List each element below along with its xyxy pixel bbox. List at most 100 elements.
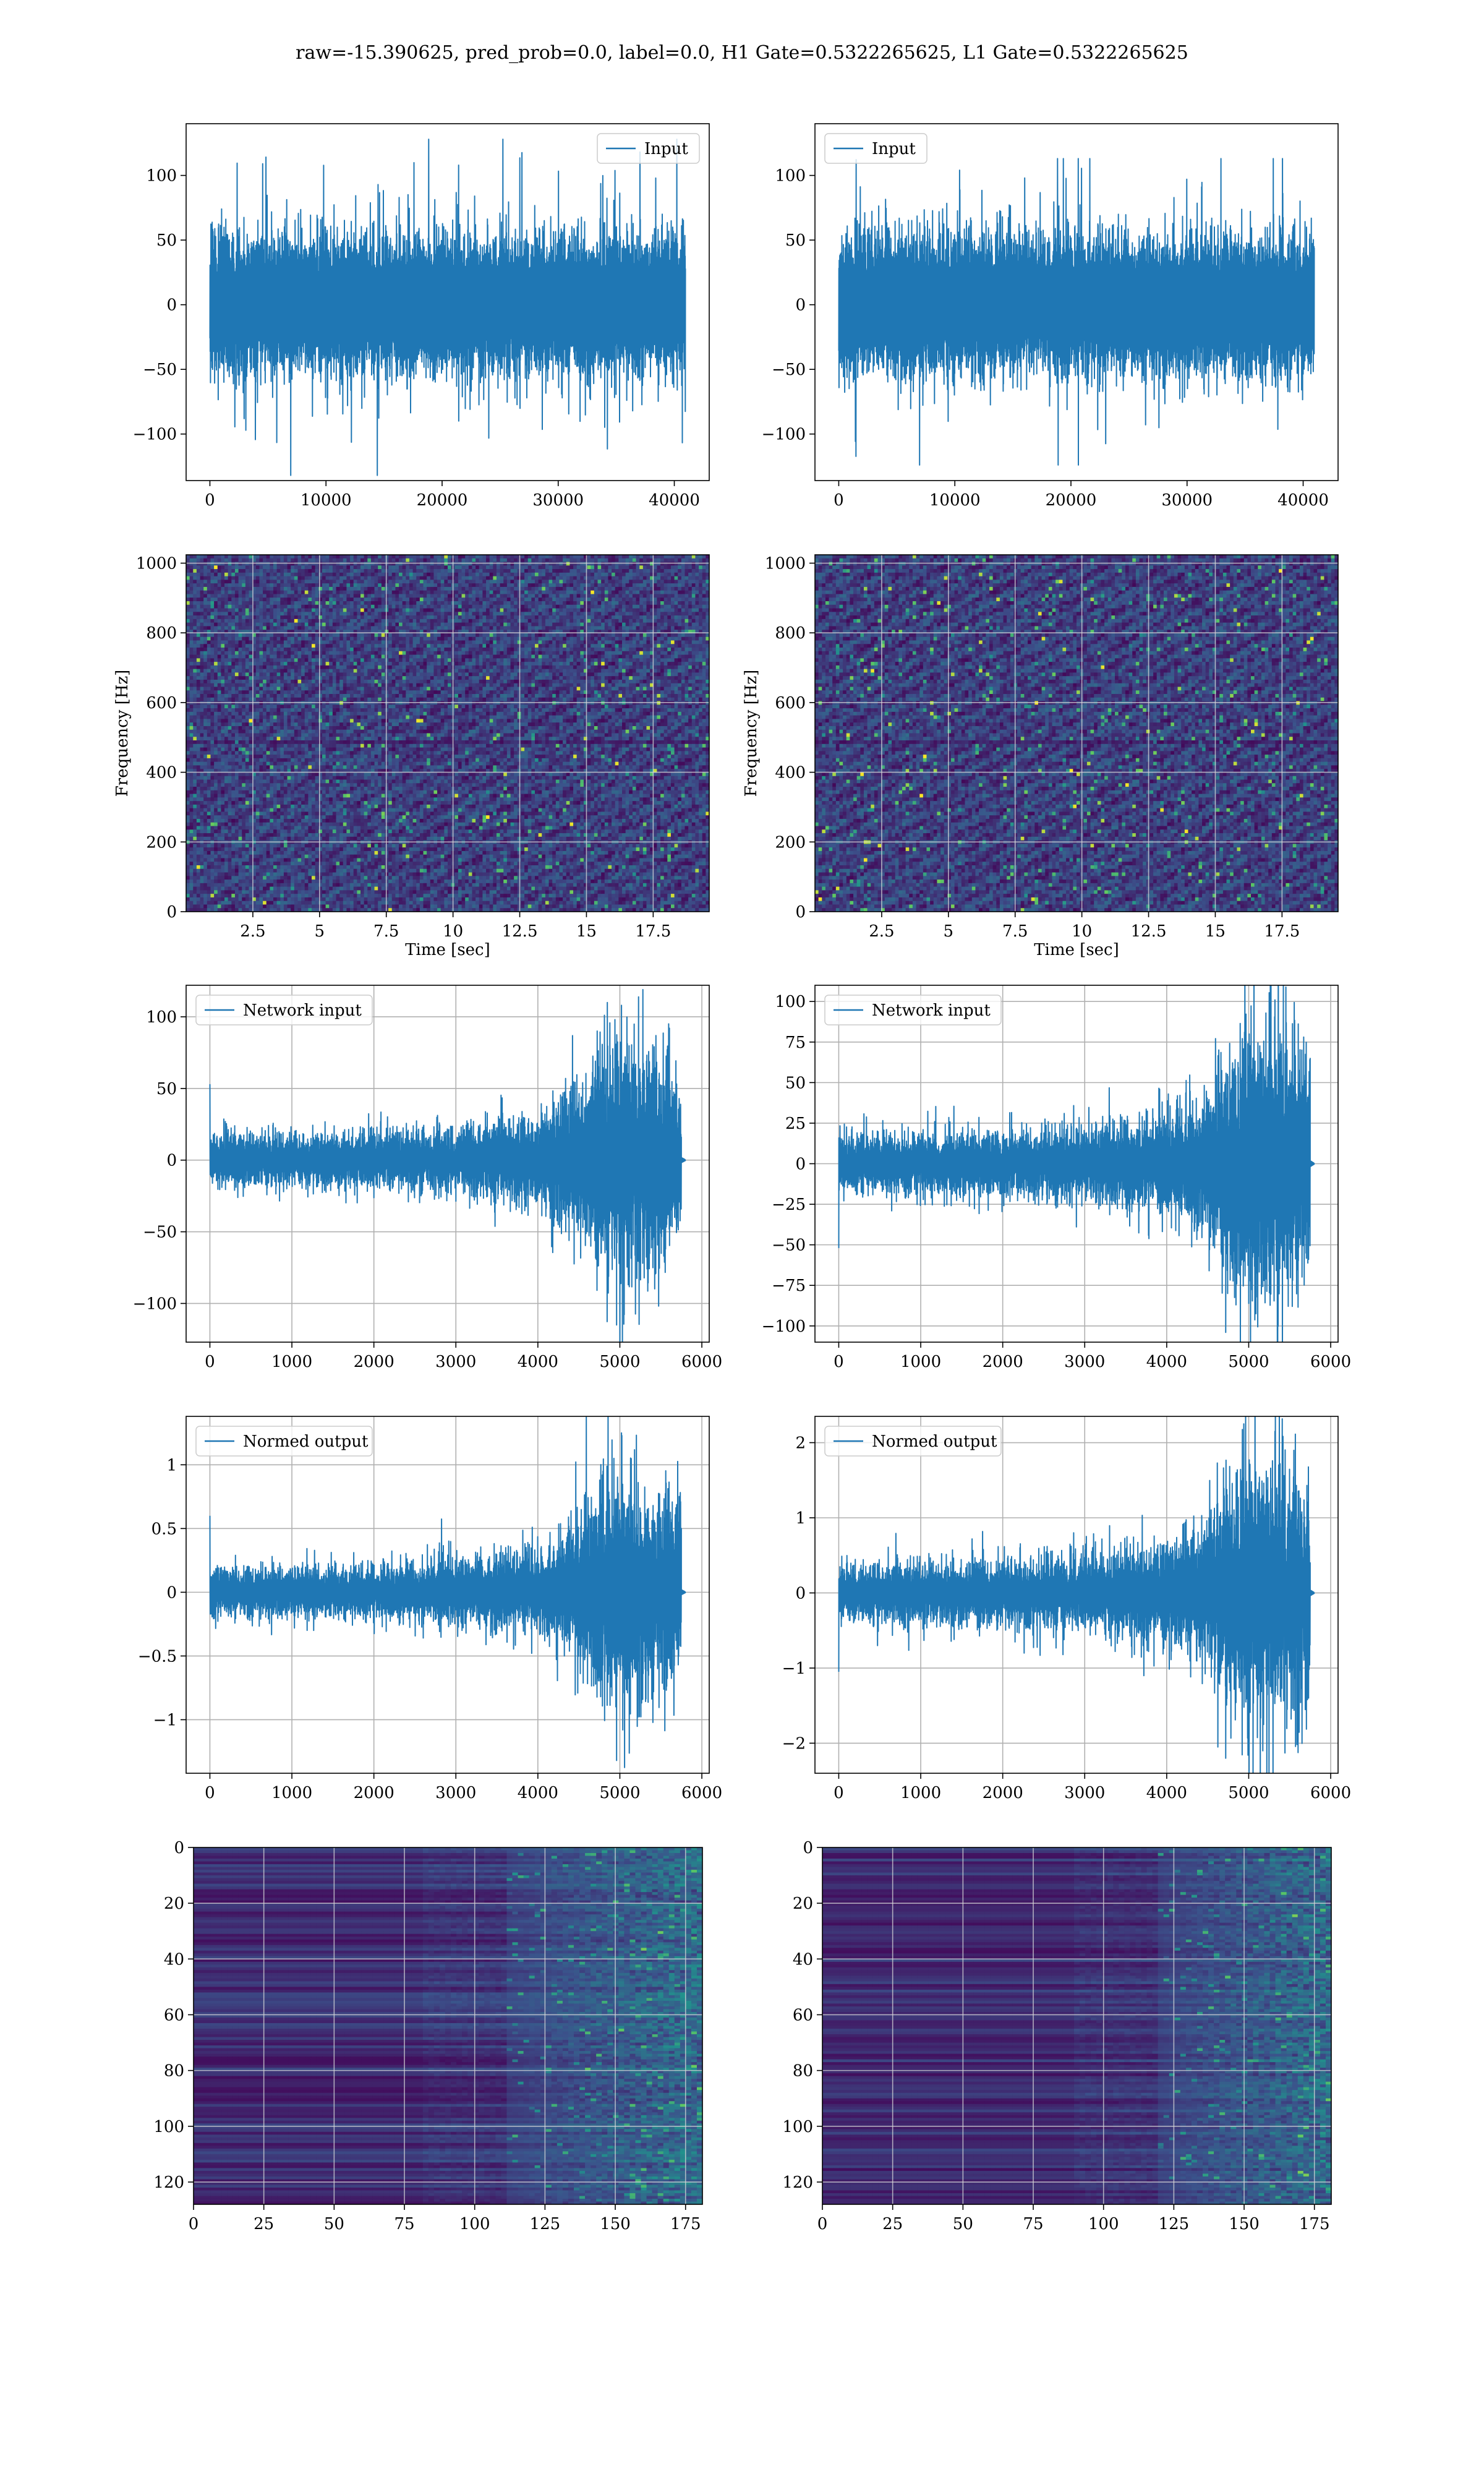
heatmap-cell (263, 862, 267, 866)
heatmap-cell (308, 897, 312, 902)
heatmap-cell (252, 908, 257, 912)
heatmap-cell (210, 555, 215, 559)
heatmap-cell (221, 719, 225, 723)
heatmap-cell (297, 601, 302, 606)
heatmap-cell (249, 826, 253, 830)
heatmap-cell (312, 872, 316, 876)
heatmap-cell (339, 648, 344, 652)
heatmap-cell (297, 883, 302, 888)
heatmap-cell (325, 894, 330, 898)
heatmap-cell (224, 865, 229, 870)
heatmap-cell (336, 626, 340, 630)
heatmap-cell (294, 758, 299, 763)
heatmap-cell (203, 740, 208, 745)
heatmap-cell (217, 769, 221, 773)
heatmap-cell (297, 580, 302, 584)
heatmap-cell (238, 555, 242, 559)
heatmap-cell (259, 747, 263, 751)
heatmap-cell (196, 555, 201, 559)
heatmap-cell (221, 658, 225, 662)
heatmap-cell (203, 790, 208, 795)
heatmap-cell (196, 694, 201, 698)
heatmap-cell (280, 626, 284, 630)
heatmap-cell (245, 633, 250, 638)
heatmap-cell (245, 880, 250, 884)
heatmap-cell (304, 565, 309, 570)
heatmap-cell (312, 797, 316, 802)
heatmap-cell (193, 687, 197, 691)
heatmap-cell (294, 865, 299, 870)
heatmap-cell (273, 880, 278, 884)
heatmap-cell (276, 880, 281, 884)
heatmap-cell (353, 801, 357, 805)
heatmap-cell (217, 787, 221, 791)
heatmap-cell (203, 804, 208, 809)
heatmap-cell (343, 836, 348, 841)
heatmap-cell (318, 868, 323, 873)
heatmap-cell (273, 876, 278, 880)
heatmap-cell (207, 854, 211, 859)
heatmap-cell (308, 765, 312, 769)
heatmap-cell (263, 618, 267, 623)
heatmap-cell (294, 755, 299, 759)
heatmap-cell (297, 894, 302, 898)
heatmap-cell (291, 815, 295, 820)
heatmap-cell (329, 669, 333, 674)
heatmap-cell (346, 862, 351, 866)
heatmap-cell (353, 576, 357, 580)
heatmap-cell (291, 615, 295, 620)
heatmap-cell (273, 801, 278, 805)
heatmap-cell (238, 558, 242, 563)
heatmap-cell (294, 740, 299, 745)
heatmap-cell (276, 747, 281, 751)
heatmap-cell (336, 886, 340, 891)
heatmap-cell (203, 726, 208, 730)
heatmap-cell (357, 604, 361, 609)
heatmap-cell (312, 612, 316, 616)
heatmap-cell (242, 704, 246, 709)
heatmap-cell (318, 697, 323, 702)
heatmap-cell (203, 765, 208, 769)
heatmap-cell (294, 836, 299, 841)
heatmap-cell (336, 850, 340, 855)
heatmap-cell (255, 765, 260, 769)
heatmap-cell (336, 908, 340, 912)
heatmap-cell (245, 818, 250, 823)
heatmap-cell (273, 630, 278, 634)
heatmap-cell (276, 894, 281, 898)
heatmap-cell (276, 722, 281, 727)
heatmap-cell (242, 794, 246, 798)
heatmap-cell (214, 894, 218, 898)
heatmap-cell (263, 726, 267, 730)
heatmap-cell (322, 886, 326, 891)
heatmap-cell (336, 597, 340, 602)
heatmap-cell (255, 622, 260, 627)
heatmap-cell (318, 583, 323, 588)
heatmap-cell (318, 779, 323, 784)
heatmap-cell (234, 640, 239, 644)
heatmap-cell (249, 608, 253, 612)
heatmap-cell (210, 626, 215, 630)
heatmap-cell (186, 765, 190, 769)
heatmap-cell (263, 662, 267, 666)
heatmap-cell (346, 565, 351, 570)
heatmap-cell (228, 890, 232, 894)
heatmap-cell (193, 604, 197, 609)
heatmap-cell (339, 844, 344, 848)
heatmap-cell (353, 586, 357, 591)
heatmap-cell (207, 694, 211, 698)
heatmap-cell (343, 697, 348, 702)
heatmap-cell (329, 704, 333, 709)
heatmap-cell (297, 858, 302, 862)
heatmap-cell (339, 890, 344, 894)
heatmap-cell (242, 897, 246, 902)
heatmap-cell (259, 743, 263, 748)
heatmap-cell (315, 826, 319, 830)
heatmap-cell (343, 694, 348, 698)
heatmap-cell (217, 719, 221, 723)
heatmap-cell (283, 737, 288, 741)
heatmap-cell (308, 672, 312, 677)
heatmap-cell (322, 790, 326, 795)
heatmap-cell (297, 787, 302, 791)
heatmap-cell (353, 583, 357, 588)
